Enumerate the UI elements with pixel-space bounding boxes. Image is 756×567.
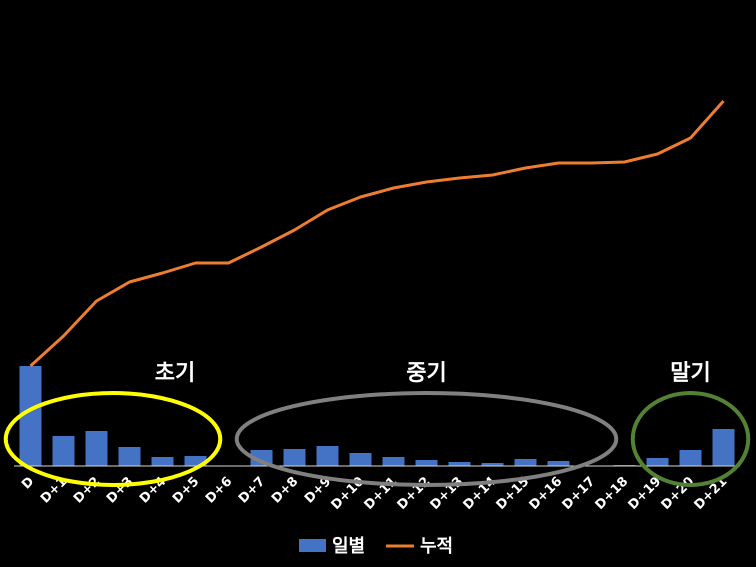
x-tick-label: D+17 <box>560 474 599 513</box>
x-tick-label: D+3 <box>104 474 136 506</box>
legend-daily-swatch <box>299 539 326 552</box>
x-tick-label: D+7 <box>236 474 268 506</box>
line-series-cumulative <box>29 100 725 368</box>
x-tick-label: D+11 <box>362 474 401 513</box>
x-tick-label: D+13 <box>428 474 467 513</box>
bar-D+10 <box>349 453 372 466</box>
phase-ellipse-3 <box>630 391 751 487</box>
x-tick-label: D+21 <box>692 474 731 513</box>
x-tick-label: D <box>19 474 37 492</box>
bar-D+8 <box>283 449 306 466</box>
bar-D <box>19 366 42 466</box>
x-tick-label: D+2 <box>71 474 103 506</box>
bar-D+14 <box>481 463 504 466</box>
bar-D+20 <box>679 450 702 466</box>
bar-D+4 <box>151 457 174 466</box>
bar-D+11 <box>382 457 405 466</box>
phase-label-3: 말기 <box>670 361 710 386</box>
phase-ellipse-2 <box>234 391 619 487</box>
bar-D+15 <box>514 459 537 466</box>
bar-D+1 <box>52 436 75 466</box>
legend-daily-label: 일별 <box>332 536 365 557</box>
x-tick-label: D+14 <box>461 474 500 513</box>
bar-D+19 <box>646 458 669 466</box>
phase-annotations: 초기 중기 말기 <box>3 361 751 487</box>
bar-D+21 <box>712 429 735 466</box>
x-tick-label: D+16 <box>527 474 566 513</box>
bar-D+3 <box>118 447 141 466</box>
legend: 일별 누적 <box>299 536 453 557</box>
bar-D+12 <box>415 460 438 466</box>
x-tick-label: D+12 <box>395 474 434 513</box>
phase-ellipse-1 <box>3 391 223 487</box>
x-tick-label: D+19 <box>626 474 665 513</box>
phase-label-1: 초기 <box>155 361 195 386</box>
bar-series-daily <box>19 366 735 466</box>
x-tick-labels: D D+1 D+2 D+3 D+4 D+5 D+6 D+7 D+8 D+9D+10D+11D+12… <box>19 474 730 513</box>
bar-D+5 <box>184 456 207 466</box>
bar-D+2 <box>85 431 108 466</box>
legend-cumulative-label: 누적 <box>420 536 453 557</box>
x-tick-label: D+18 <box>593 474 632 513</box>
bar-D+16 <box>547 461 570 466</box>
x-tick-label: D+5 <box>170 474 202 506</box>
x-tick-label: D+6 <box>203 474 235 506</box>
x-tick-label: D+8 <box>269 474 301 506</box>
bar-D+13 <box>448 462 471 466</box>
bar-D+9 <box>316 446 339 466</box>
phase-label-2: 중기 <box>406 361 446 386</box>
